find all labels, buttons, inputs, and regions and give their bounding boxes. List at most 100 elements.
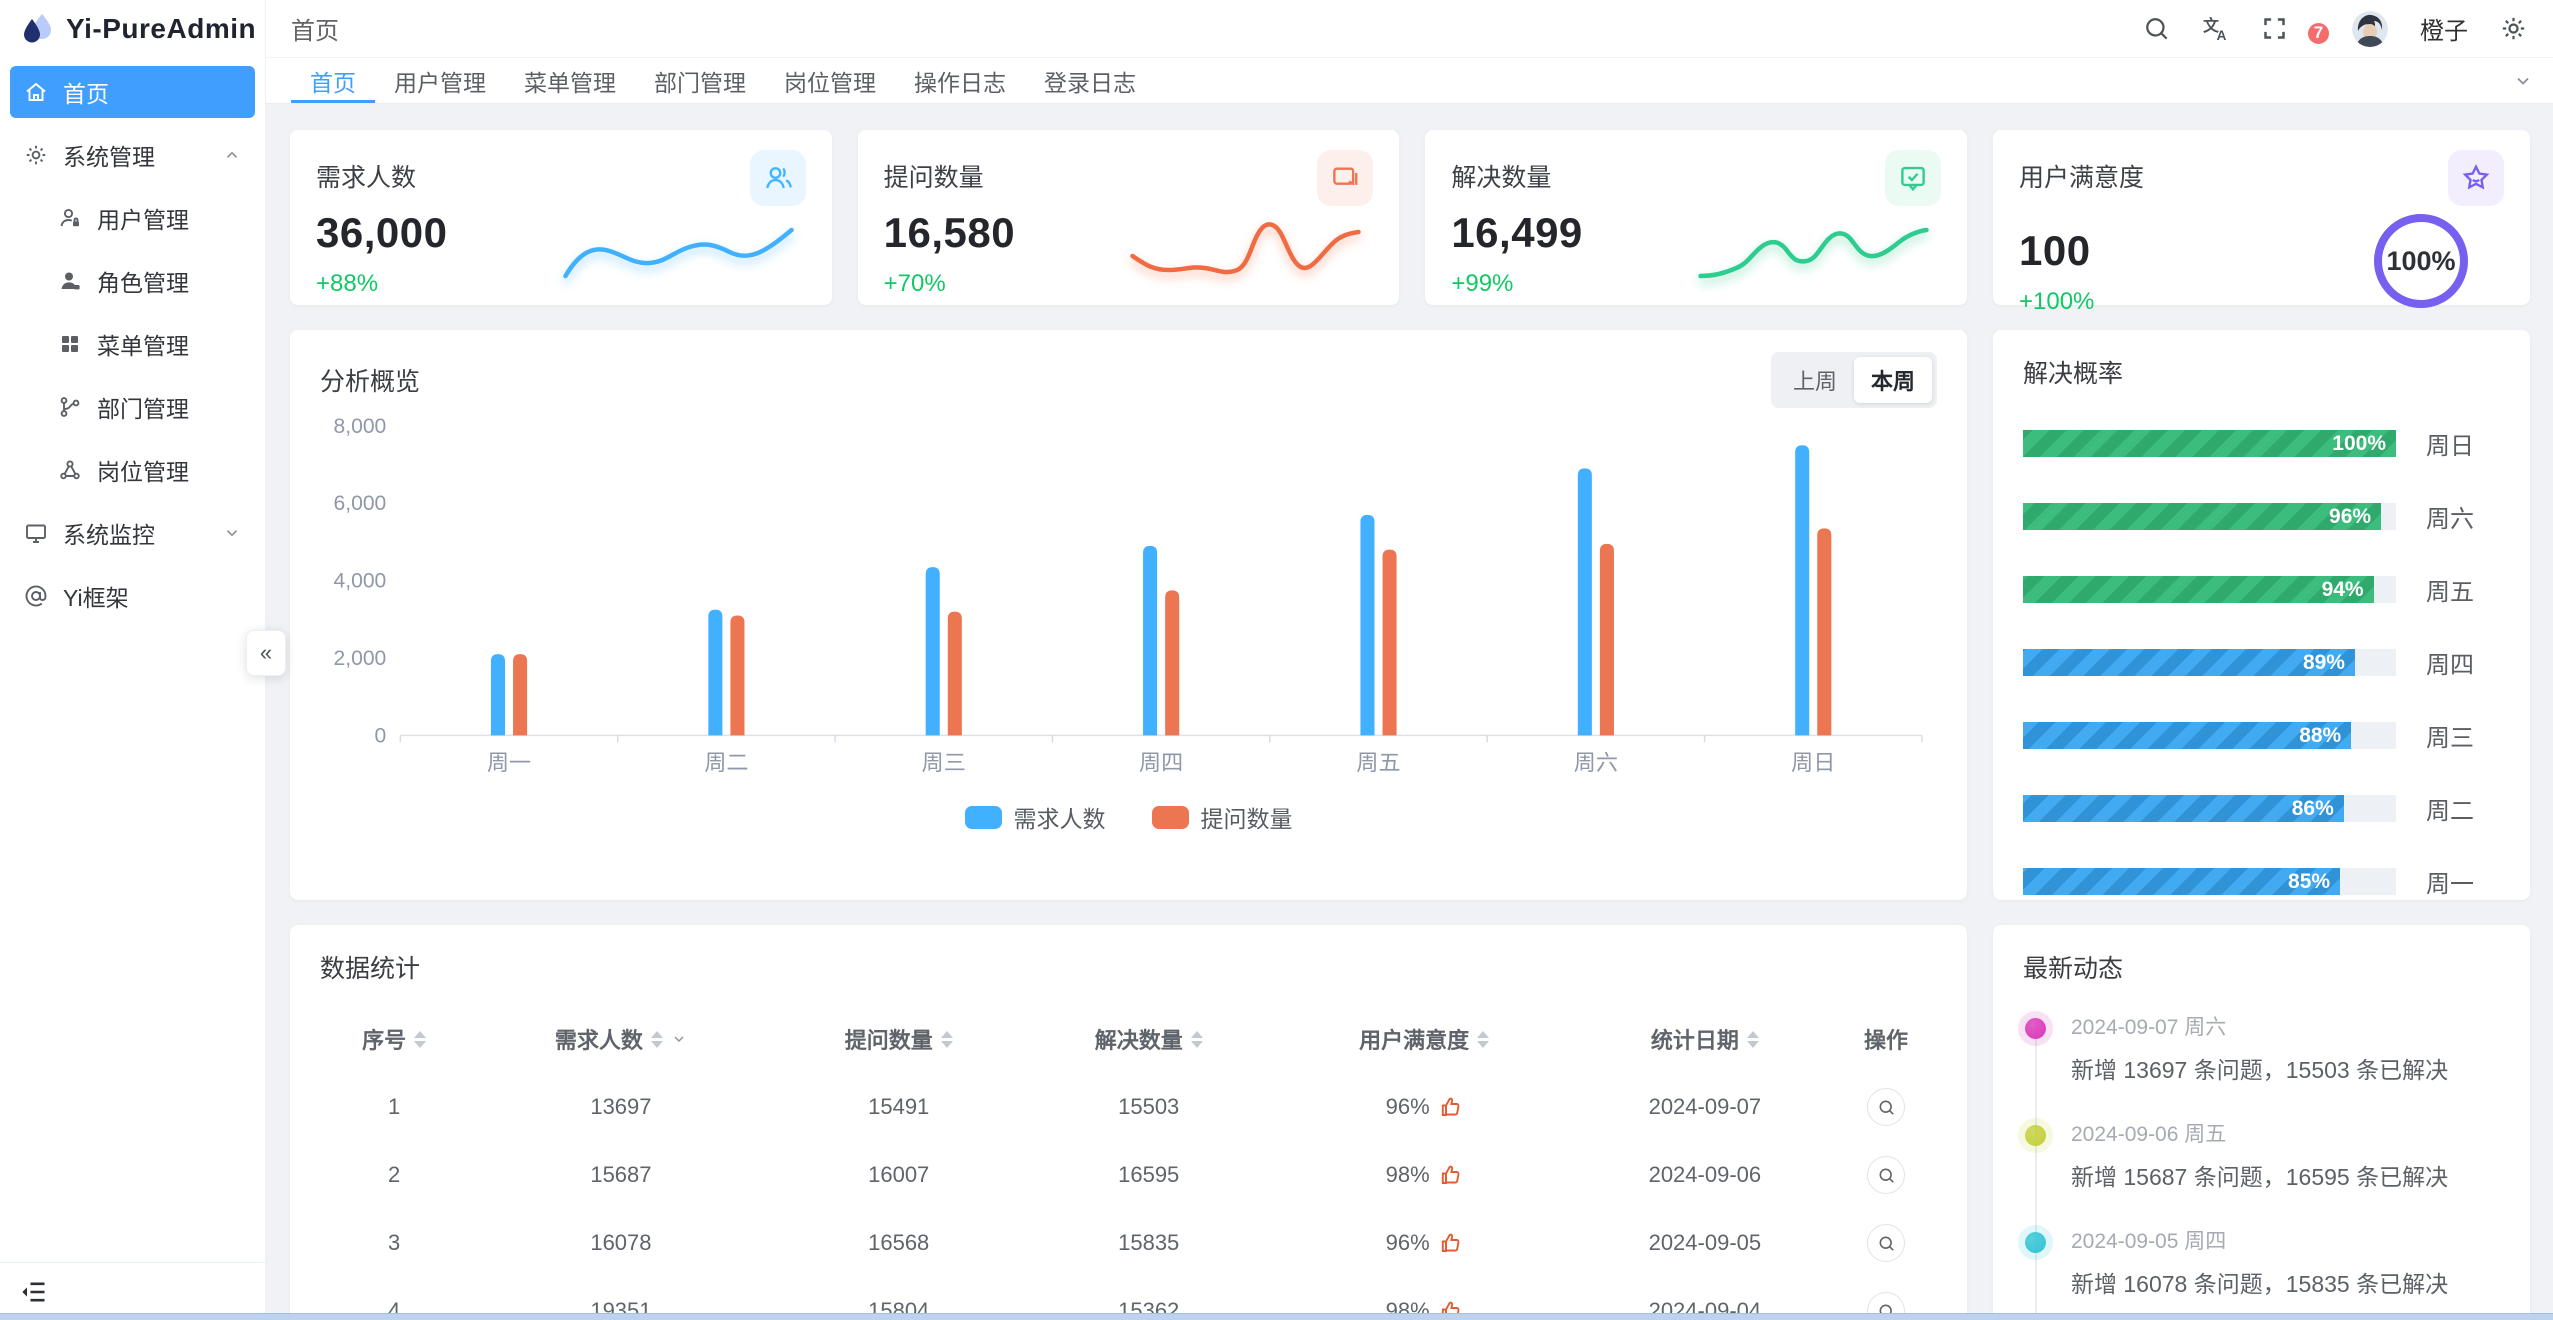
sort-carets-icon[interactable]: [414, 1030, 427, 1048]
sidebar-item-label: 首页: [63, 81, 109, 107]
tab-用户管理[interactable]: 用户管理: [394, 69, 486, 96]
satisfaction-value: 96%: [1385, 1230, 1430, 1255]
solve-row-周六: 96% 周六: [2023, 499, 2500, 534]
stat-card-figures: 16,580 +70%: [884, 209, 1015, 298]
legend-swatch: [1151, 805, 1189, 829]
tab-首页[interactable]: 首页: [291, 58, 375, 103]
cell-solved: 16595: [1118, 1162, 1180, 1187]
avatar[interactable]: [2352, 10, 2388, 47]
legend-item-提问数量[interactable]: 提问数量: [1151, 800, 1293, 834]
column-header-inner[interactable]: 序号: [362, 1023, 427, 1055]
svg-text:2,000: 2,000: [334, 647, 387, 670]
cell-satisfaction: 96%: [1386, 1094, 1463, 1120]
column-header-inner[interactable]: 统计日期: [1651, 1023, 1759, 1055]
column-header-inner[interactable]: 需求人数: [555, 1023, 687, 1055]
progress-day-label: 周四: [2426, 652, 2474, 679]
svg-text:8,000: 8,000: [334, 415, 387, 438]
sidebar-item-系统管理[interactable]: 系统管理: [10, 129, 255, 181]
sort-carets-icon[interactable]: [1746, 1030, 1759, 1048]
svg-text:A: A: [2217, 28, 2227, 42]
sidebar-item-部门管理[interactable]: 部门管理: [10, 381, 255, 433]
progress-label: 94%: [2321, 577, 2364, 601]
column-header-label: 序号: [362, 1028, 407, 1053]
row-view-button[interactable]: [1867, 1156, 1906, 1194]
sidebar-item-菜单管理[interactable]: 菜单管理: [10, 318, 255, 370]
tab-list-chevron[interactable]: [2493, 58, 2553, 103]
home-icon: [24, 80, 48, 104]
sidebar-item-岗位管理[interactable]: 岗位管理: [10, 444, 255, 496]
sidebar-item-系统监控[interactable]: 系统监控: [10, 507, 255, 559]
progress-track: 86%: [2023, 795, 2396, 822]
column-header-inner[interactable]: 解决数量: [1095, 1023, 1203, 1055]
stat-card-解决数量: 解决数量 16,499 +99%: [1425, 130, 1967, 305]
cell-date: 2024-09-06: [1648, 1162, 1762, 1187]
latest-activity-card: 最新动态 2024-09-07 周六 新增 13697 条问题，15503 条已解…: [1993, 925, 2530, 1320]
horizontal-scrollbar[interactable]: [0, 1313, 2553, 1320]
stat-card-value: 36,000: [316, 209, 448, 256]
stat-card-title: 解决数量: [1451, 164, 1552, 192]
svg-text:周五: 周五: [1356, 750, 1400, 775]
timeline-list: 2024-09-07 周六 新增 13697 条问题，15503 条已解决 2024…: [2023, 1011, 2500, 1320]
sidebar-item-角色管理[interactable]: 角色管理: [10, 255, 255, 307]
sidebar-item-label: 系统管理: [63, 144, 155, 170]
chat-icon: [1330, 163, 1360, 193]
solve-panel-title: 解决概率: [2023, 360, 2124, 388]
progress-fill: 100%: [2023, 430, 2396, 457]
column-header-inner[interactable]: 用户满意度: [1359, 1023, 1490, 1055]
stat-card-delta: +100%: [2019, 288, 2095, 315]
toggle-上周[interactable]: 上周: [1792, 369, 1837, 394]
progress-label: 88%: [2299, 723, 2342, 747]
svg-text:0: 0: [375, 724, 387, 747]
menu-fold-icon[interactable]: [20, 1278, 48, 1306]
sidebar-item-用户管理[interactable]: 用户管理: [10, 192, 255, 244]
sort-carets-icon[interactable]: [940, 1030, 953, 1048]
progress-track: 89%: [2023, 649, 2396, 676]
branch-icon: [58, 395, 82, 419]
filter-chevron-icon[interactable]: [671, 1031, 687, 1047]
row-view-button[interactable]: [1867, 1088, 1906, 1126]
sidebar-item-Yi框架[interactable]: Yi框架: [10, 570, 255, 622]
stat-card-delta: +99%: [1451, 270, 1514, 297]
row-view-button[interactable]: [1867, 1224, 1906, 1262]
progress-fill: 89%: [2023, 649, 2355, 676]
toggle-本周[interactable]: 本周: [1853, 357, 1932, 403]
sort-carets-icon[interactable]: [1190, 1030, 1203, 1048]
progress-day-label: 周一: [2426, 871, 2474, 898]
svg-text:周二: 周二: [704, 750, 748, 775]
progress-day-label: 周六: [2426, 506, 2474, 533]
progress-label: 86%: [2291, 796, 2334, 820]
monitor-icon: [24, 521, 48, 545]
cell-operation: [1835, 1141, 1937, 1209]
legend-label: 提问数量: [1200, 806, 1293, 832]
tab-菜单管理[interactable]: 菜单管理: [524, 69, 616, 96]
timeline-title: 最新动态: [2023, 955, 2124, 983]
progress-day-label: 周三: [2426, 725, 2474, 752]
tab-岗位管理[interactable]: 岗位管理: [784, 69, 876, 96]
tab-操作日志[interactable]: 操作日志: [914, 69, 1006, 96]
sort-carets-icon[interactable]: [650, 1030, 663, 1048]
sort-carets-icon[interactable]: [1477, 1030, 1490, 1048]
settings-icon[interactable]: [2500, 15, 2527, 42]
legend-swatch: [964, 805, 1002, 829]
app-logo[interactable]: Yi-PureAdmin: [0, 0, 265, 58]
search-icon[interactable]: [2143, 15, 2170, 42]
column-header-inner: 操作: [1864, 1023, 1908, 1055]
thumb-up-icon: [1439, 1231, 1463, 1255]
timeline-item: 2024-09-06 周五 新增 15687 条问题，16595 条已解决: [2023, 1118, 2500, 1192]
stat-card-title: 用户满意度: [2019, 164, 2145, 192]
column-header-inner[interactable]: 提问数量: [845, 1023, 953, 1055]
solve-row-周日: 100% 周日: [2023, 426, 2500, 461]
column-header-label: 提问数量: [844, 1028, 933, 1053]
sidebar-collapse-button[interactable]: «: [246, 630, 286, 676]
sidebar-item-首页[interactable]: 首页: [10, 66, 255, 118]
legend-item-需求人数[interactable]: 需求人数: [964, 800, 1106, 834]
fullscreen-icon[interactable]: [2261, 15, 2288, 42]
tab-部门管理[interactable]: 部门管理: [654, 69, 746, 96]
progress-day-label: 周日: [2426, 433, 2474, 460]
tab-登录日志[interactable]: 登录日志: [1044, 69, 1136, 96]
username[interactable]: 橙子: [2420, 18, 2468, 45]
cell-satisfaction-wrap: 96%: [1274, 1073, 1575, 1141]
